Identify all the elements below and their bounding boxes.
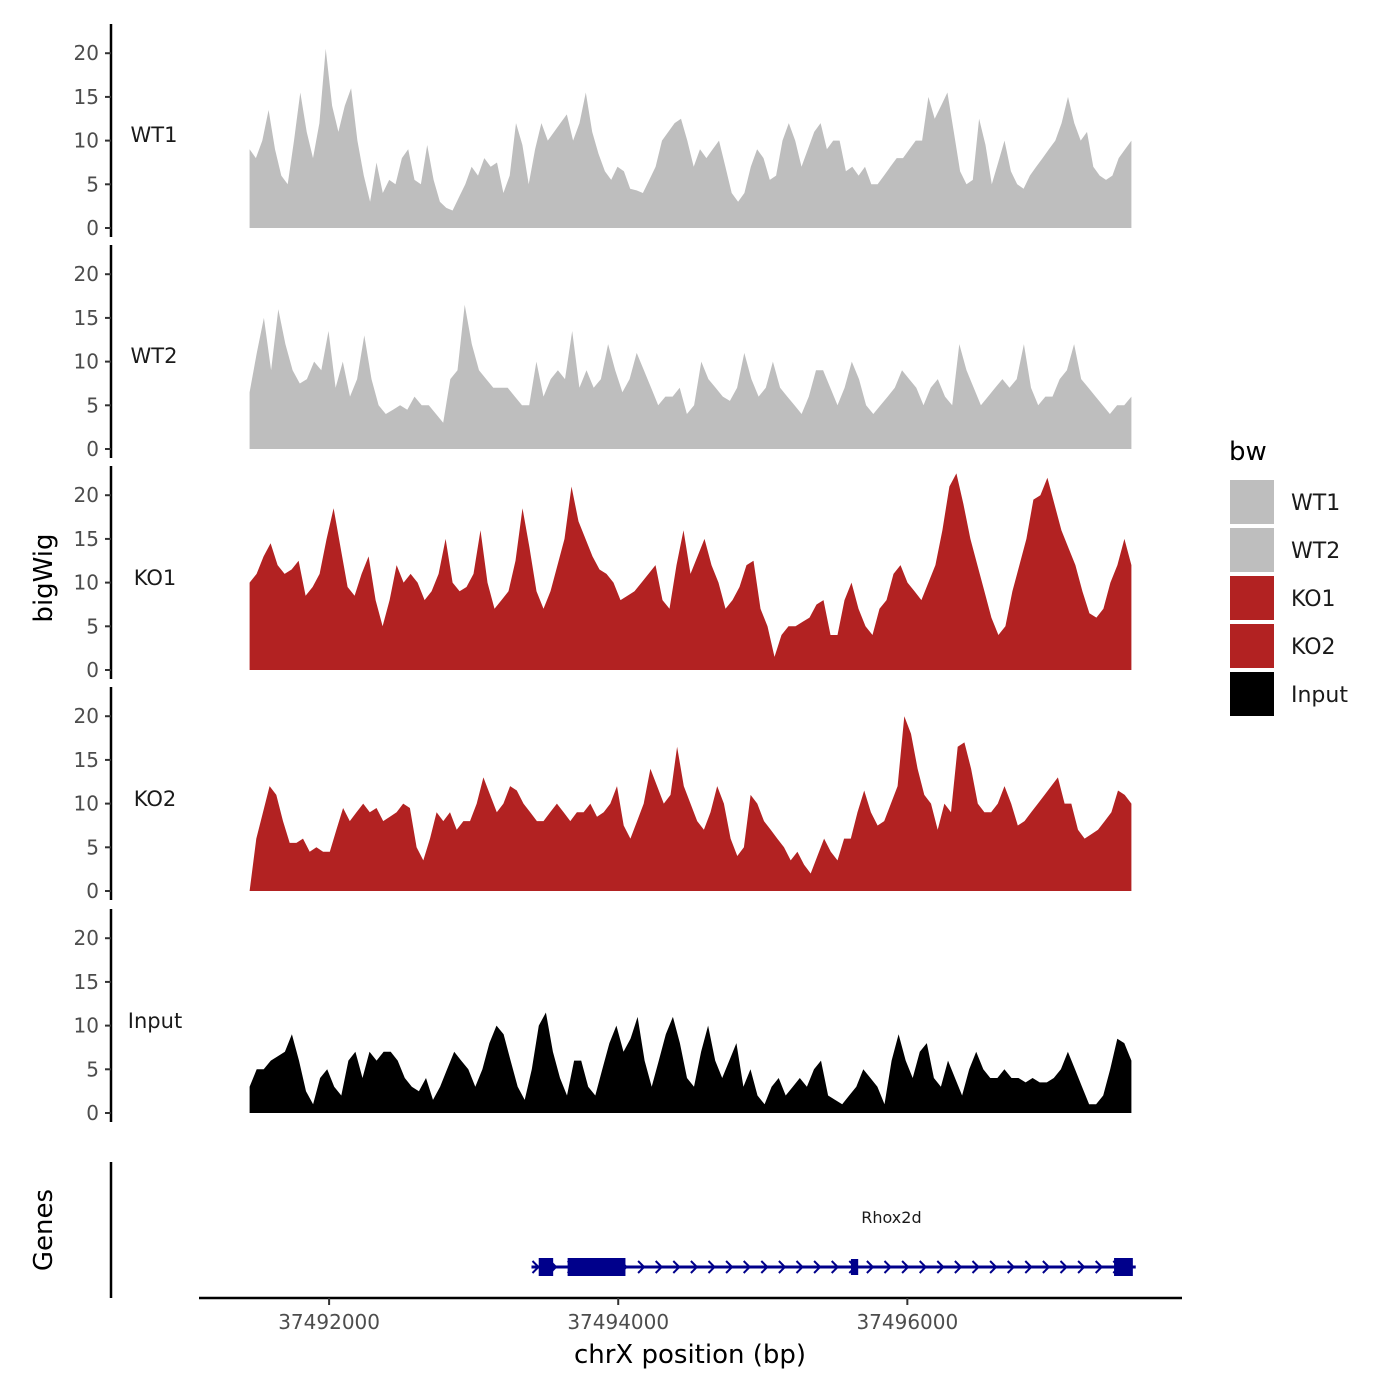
strand-arrow [795,1260,804,1274]
legend-label-input: Input [1291,683,1348,708]
y-tick-label: 10 [74,350,99,374]
track-label-input: Input [128,1009,182,1033]
x-axis: 37492000 37494000 37496000 chrX position (… [199,1296,1182,1370]
strand-arrow [690,1260,699,1274]
y-tick-label: 20 [74,483,99,507]
area-input [249,1012,1132,1113]
y-tick-label: 0 [86,216,99,240]
track-wt1: 0 5 10 15 20 WT1 [74,24,1132,240]
strand-arrow [901,1260,910,1274]
track-label-wt1: WT1 [131,123,178,147]
strand-arrow [866,1260,875,1274]
track-label-wt2: WT2 [131,344,178,368]
track-input: 0 5 10 15 20 Input [74,909,1132,1125]
strand-arrow [672,1260,681,1274]
y-tick-label: 15 [74,970,99,994]
y-tick-label: 15 [74,527,99,551]
strand-arrow [989,1260,998,1274]
strand-arrow [725,1260,734,1274]
strand-arrow [742,1260,752,1274]
strand-arrow [760,1260,769,1274]
exon [850,1259,859,1275]
y-tick-label: 10 [74,1014,99,1038]
y-tick-label: 10 [74,571,99,595]
y-tick-label: 5 [86,172,99,196]
legend-label-ko2: KO2 [1291,635,1336,660]
legend-label-wt1: WT1 [1291,491,1340,516]
strand-arrow [918,1260,928,1274]
legend-items: WT1 WT2 KO1 KO2 Input [1230,480,1348,716]
gene-exons [538,1258,1133,1276]
y-tick-label: 0 [86,658,99,682]
track-ko2: 0 5 10 15 20 KO2 [74,687,1132,903]
exon [1114,1258,1133,1276]
y-tick-label: 15 [74,85,99,109]
track-label-ko2: KO2 [134,787,177,811]
strand-arrow [971,1260,980,1274]
strand-arrow [1024,1260,1033,1274]
y-tick-label: 0 [86,879,99,903]
y-tick-label: 5 [86,835,99,859]
legend-swatch-wt2 [1230,528,1274,572]
legend-label-ko1: KO1 [1291,587,1336,612]
strand-arrow [954,1260,963,1274]
x-ticks: 37492000 37494000 37496000 [278,1298,958,1334]
strand-arrow [1059,1260,1068,1274]
y-tick-label: 15 [74,748,99,772]
exon [538,1258,554,1276]
strand-arrow [531,1260,540,1274]
y-tick-label: 10 [74,792,99,816]
legend-swatch-ko2 [1230,624,1274,668]
y-tick-label: 20 [74,262,99,286]
x-tick-label: 37494000 [567,1310,669,1334]
tracks-group: 0 5 10 15 20 WT1 0 5 10 15 20 WT2 0 5 10 15 20 KO1 0 5 10 15 2… [74,24,1132,1125]
strand-arrow [813,1260,822,1274]
strand-arrow [830,1260,840,1274]
strand-arrow [883,1260,892,1274]
strand-arrow [707,1260,716,1274]
legend: bw WT1 WT2 KO1 KO2 Input [1229,437,1348,716]
strand-arrow [1077,1260,1086,1274]
y-tick-label: 10 [74,129,99,153]
legend-label-wt2: WT2 [1291,539,1340,564]
x-axis-title: chrX position (bp) [574,1340,806,1370]
y-tick-label: 0 [86,1101,99,1125]
y-tick-label: 15 [74,306,99,330]
track-label-ko1: KO1 [134,566,177,590]
area-ko1 [249,473,1132,670]
y-tick-label: 5 [86,1057,99,1081]
exon [567,1258,626,1276]
y-tick-label: 5 [86,614,99,638]
y-axis-title: bigWig [29,533,59,622]
gene-label: Rhox2d [861,1208,921,1227]
strand-arrow [637,1260,646,1274]
y-tick-label: 0 [86,437,99,461]
area-ko2 [249,716,1132,891]
strand-arrow [778,1260,787,1274]
y-tick-label: 5 [86,393,99,417]
area-wt1 [249,48,1132,228]
x-tick-label: 37496000 [856,1310,958,1334]
y-tick-label: 20 [74,704,99,728]
strand-arrow [936,1260,945,1274]
legend-swatch-wt1 [1230,480,1274,524]
y-tick-label: 20 [74,926,99,950]
genes-axis-title: Genes [29,1189,59,1271]
genes-panel: Genes Rhox2d [29,1162,1136,1298]
strand-arrow [1006,1260,1016,1274]
y-tick-label: 20 [74,41,99,65]
area-wt2 [249,304,1132,449]
legend-swatch-input [1230,672,1274,716]
legend-title: bw [1229,437,1267,467]
strand-arrow [1042,1260,1051,1274]
strand-arrow [1094,1260,1104,1274]
x-tick-label: 37492000 [278,1310,380,1334]
strand-arrow [654,1260,664,1274]
track-ko1: 0 5 10 15 20 KO1 [74,466,1132,682]
legend-swatch-ko1 [1230,576,1274,620]
track-wt2: 0 5 10 15 20 WT2 [74,245,1132,461]
